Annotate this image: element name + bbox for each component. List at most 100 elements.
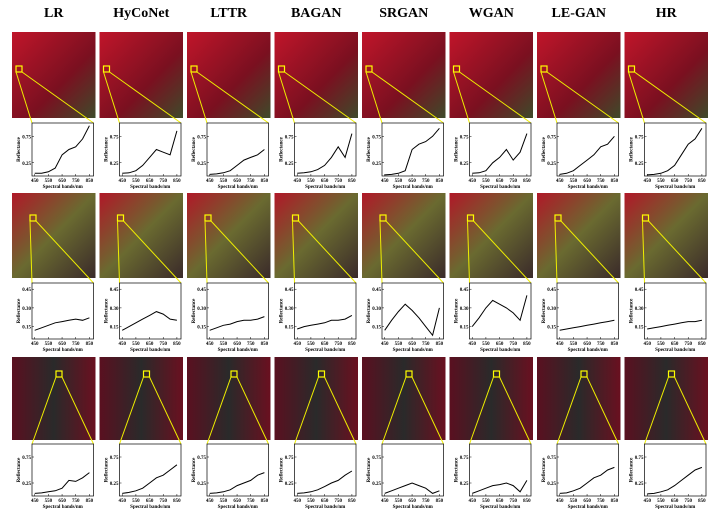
x-tick-label: 750 — [334, 179, 342, 184]
x-tick-label: 550 — [220, 179, 228, 184]
x-tick-label: 450 — [643, 179, 651, 184]
x-axis-label: Spectral bands/nm — [480, 348, 521, 353]
zoom-line — [31, 376, 57, 445]
x-axis-label: Spectral bands/nm — [568, 185, 609, 190]
y-axis-label: Reflectance — [280, 136, 285, 161]
zoom-line — [210, 220, 269, 284]
image — [449, 357, 533, 440]
x-tick-label: 650 — [583, 342, 591, 347]
zoom-line — [469, 376, 494, 445]
column-title: BAGAN — [291, 6, 342, 21]
zoom-line — [546, 71, 619, 124]
x-tick-label: 550 — [307, 179, 315, 184]
x-tick-label: 450 — [556, 179, 564, 184]
x-tick-label: 550 — [220, 499, 228, 504]
x-tick-label: 550 — [45, 179, 53, 184]
zoom-line — [206, 376, 232, 445]
x-tick-label: 750 — [334, 342, 342, 347]
spectral-curve — [647, 128, 703, 176]
image — [624, 357, 708, 440]
y-tick-label: 0.30 — [547, 307, 556, 312]
x-tick-label: 850 — [86, 499, 94, 504]
zoom-line — [473, 220, 532, 284]
x-tick-label: 750 — [422, 179, 430, 184]
roi-box — [317, 370, 326, 378]
x-axis-label: Spectral bands/nm — [393, 348, 434, 353]
zoom-line — [21, 71, 94, 124]
x-tick-label: 450 — [206, 499, 214, 504]
y-tick-label: 0.75 — [547, 135, 556, 140]
plot-frame — [469, 443, 532, 497]
y-axis-label: Reflectance — [455, 136, 460, 161]
y-tick-label: 0.15 — [635, 326, 644, 331]
x-tick-label: 850 — [523, 179, 531, 184]
y-tick-label: 0.75 — [110, 135, 119, 140]
y-tick-label: 0.75 — [460, 135, 469, 140]
zoom-line — [109, 71, 182, 124]
y-tick-label: 0.25 — [547, 162, 556, 167]
image — [449, 32, 533, 118]
plot-frame — [294, 122, 357, 177]
x-tick-label: 750 — [159, 499, 167, 504]
x-tick-label: 450 — [468, 499, 476, 504]
image — [274, 357, 358, 440]
image — [449, 193, 533, 278]
x-tick-label: 450 — [556, 499, 564, 504]
x-tick-label: 650 — [496, 499, 504, 504]
roi-box — [492, 370, 501, 378]
x-tick-label: 850 — [348, 342, 356, 347]
x-tick-label: 850 — [348, 499, 356, 504]
roi-box — [116, 214, 125, 222]
x-tick-label: 850 — [261, 499, 269, 504]
y-tick-label: 0.30 — [460, 307, 469, 312]
plot-frame — [556, 282, 619, 340]
x-tick-label: 450 — [381, 499, 389, 504]
x-tick-label: 550 — [395, 179, 403, 184]
spectral-curve — [647, 466, 703, 495]
x-tick-label: 750 — [247, 499, 255, 504]
x-axis-label: Spectral bands/nm — [218, 185, 259, 190]
x-tick-label: 650 — [146, 179, 154, 184]
image — [362, 32, 446, 118]
image — [12, 32, 96, 118]
zoom-line — [149, 376, 182, 445]
x-axis-label: Spectral bands/nm — [43, 185, 84, 190]
y-tick-label: 0.75 — [372, 135, 381, 140]
x-tick-label: 450 — [381, 179, 389, 184]
y-axis-label: Reflectance — [367, 457, 372, 482]
y-tick-label: 0.75 — [22, 135, 31, 140]
zoom-line — [324, 376, 357, 445]
image — [99, 193, 183, 278]
x-axis-label: Spectral bands/nm — [130, 185, 171, 190]
x-tick-label: 850 — [86, 342, 94, 347]
spectral-curve — [472, 480, 528, 494]
x-axis-label: Spectral bands/nm — [480, 185, 521, 190]
zoom-line — [560, 220, 619, 284]
x-tick-label: 450 — [206, 342, 214, 347]
roi-box — [580, 370, 588, 378]
image — [537, 357, 621, 440]
x-axis-label: Spectral bands/nm — [218, 348, 259, 353]
roi-box — [641, 214, 650, 222]
roi-box — [554, 214, 562, 222]
spectral-curve — [559, 135, 615, 175]
y-tick-label: 0.15 — [285, 326, 294, 331]
x-tick-label: 450 — [118, 179, 126, 184]
y-tick-label: 0.15 — [22, 326, 31, 331]
y-axis-label: Reflectance — [630, 457, 635, 482]
y-axis-label: Reflectance — [367, 298, 372, 323]
plot-frame — [469, 122, 532, 177]
zoom-line — [236, 376, 269, 445]
x-tick-label: 750 — [509, 179, 517, 184]
image — [99, 357, 183, 440]
x-axis-label: Spectral bands/nm — [568, 505, 609, 510]
y-tick-label: 0.75 — [547, 456, 556, 461]
x-tick-label: 450 — [468, 342, 476, 347]
y-axis-label: Reflectance — [630, 136, 635, 161]
roi-box — [291, 214, 300, 222]
y-axis-label: Reflectance — [542, 457, 547, 482]
zoom-line — [628, 71, 645, 124]
x-tick-label: 550 — [45, 342, 53, 347]
x-tick-label: 550 — [482, 342, 490, 347]
x-tick-label: 650 — [233, 179, 241, 184]
